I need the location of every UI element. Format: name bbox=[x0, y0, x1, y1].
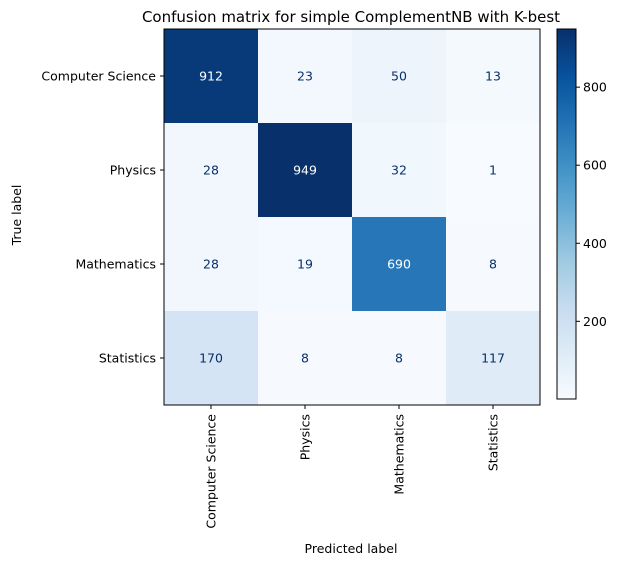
cell-value-label: 8 bbox=[395, 351, 403, 366]
cell-value-label: 28 bbox=[203, 257, 219, 272]
heatmap-cell bbox=[164, 29, 258, 123]
cell-value-label: 912 bbox=[199, 69, 223, 84]
x-axis-ticks: Computer Science Physics Mathematics Statis… bbox=[204, 405, 501, 529]
heatmap-cell bbox=[352, 29, 446, 123]
x-axis-label: Predicted label bbox=[305, 541, 398, 556]
x-tick-label: Physics bbox=[298, 414, 313, 460]
heatmap-cell bbox=[258, 29, 352, 123]
cell-value-label: 949 bbox=[293, 163, 317, 178]
heatmap-cell bbox=[352, 311, 446, 405]
cell-value-label: 8 bbox=[301, 351, 309, 366]
heatmap-cell-labels: 912 23 50 13 28 949 32 1 28 19 690 8 170 8 8 117 bbox=[199, 69, 505, 366]
chart-title: Confusion matrix for simple ComplementNB… bbox=[142, 8, 560, 26]
colorbar: 200 400 600 800 bbox=[556, 28, 607, 400]
heatmap-cell bbox=[446, 311, 540, 405]
y-axis-label: True label bbox=[9, 185, 24, 247]
colorbar-tick-label: 800 bbox=[583, 80, 607, 95]
heatmap-cell bbox=[258, 217, 352, 311]
x-tick-label: Computer Science bbox=[204, 414, 219, 529]
colorbar-gradient bbox=[556, 28, 577, 400]
heatmap-cell bbox=[164, 311, 258, 405]
cell-value-label: 28 bbox=[203, 163, 219, 178]
cell-value-label: 32 bbox=[391, 163, 407, 178]
cell-value-label: 13 bbox=[485, 69, 501, 84]
heatmap-cell bbox=[352, 123, 446, 217]
cell-value-label: 170 bbox=[199, 351, 223, 366]
x-tick-label: Mathematics bbox=[392, 414, 407, 495]
cell-value-label: 8 bbox=[489, 257, 497, 272]
heatmap-cell bbox=[258, 123, 352, 217]
heatmap-cell bbox=[446, 217, 540, 311]
heatmap-cell bbox=[164, 123, 258, 217]
cell-value-label: 117 bbox=[481, 351, 505, 366]
y-axis-ticks: Computer Science Physics Mathematics Statis… bbox=[41, 69, 164, 366]
heatmap-cell bbox=[446, 29, 540, 123]
y-tick-label: Physics bbox=[110, 163, 156, 178]
heatmap-cell bbox=[258, 311, 352, 405]
heatmap-cell bbox=[164, 217, 258, 311]
plot-frame bbox=[163, 28, 541, 406]
colorbar-tick-label: 600 bbox=[583, 158, 607, 173]
heatmap-cells bbox=[163, 28, 541, 406]
y-tick-label: Mathematics bbox=[75, 257, 156, 272]
x-tick-label: Statistics bbox=[486, 414, 501, 471]
y-tick-label: Statistics bbox=[99, 351, 156, 366]
cell-value-label: 23 bbox=[297, 69, 313, 84]
colorbar-tick-label: 400 bbox=[583, 236, 607, 251]
cell-value-label: 690 bbox=[387, 257, 411, 272]
cell-value-label: 1 bbox=[489, 163, 497, 178]
cell-value-label: 19 bbox=[297, 257, 313, 272]
colorbar-tick-label: 200 bbox=[583, 314, 607, 329]
heatmap-cell bbox=[446, 123, 540, 217]
heatmap-cell bbox=[352, 217, 446, 311]
y-tick-label: Computer Science bbox=[41, 69, 156, 84]
cell-value-label: 50 bbox=[391, 69, 407, 84]
